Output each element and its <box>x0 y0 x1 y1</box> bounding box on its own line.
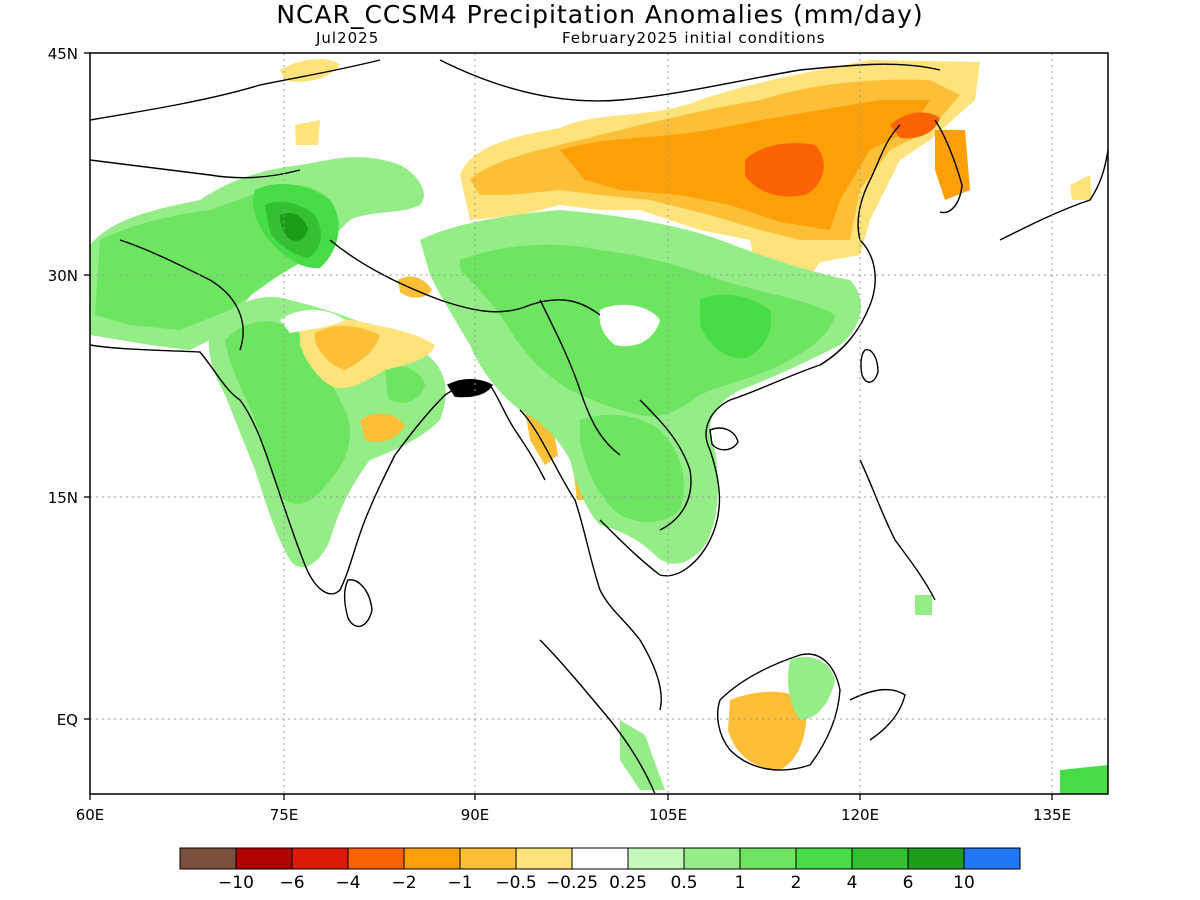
wet-anomaly-india-east <box>385 366 425 403</box>
border-pakistan-india <box>119 239 244 351</box>
colorbar-label: 0.5 <box>670 873 697 893</box>
dry-anomaly-korea-core <box>890 112 940 139</box>
colorbar-swatch <box>739 847 797 870</box>
coast-philippines <box>859 459 936 601</box>
anomaly-field <box>90 58 1108 794</box>
coast-japan <box>999 149 1108 241</box>
coast-taiwan <box>860 349 879 383</box>
dry-anomaly-japan <box>1070 175 1092 200</box>
lon-label-90e: 90E <box>461 806 490 824</box>
coast-korea <box>934 119 963 214</box>
tick-marks <box>84 52 1053 800</box>
coast-hainan <box>709 427 739 451</box>
border-china-north <box>90 59 381 121</box>
colorbar-swatch <box>907 847 965 870</box>
colorbar-label: 4 <box>847 873 858 893</box>
wet-anomaly-philippines <box>915 595 932 615</box>
neutral-tibet <box>280 309 345 333</box>
colorbar-swatch <box>347 847 405 870</box>
lat-label-15n: 15N <box>48 489 78 507</box>
coast-sumatra <box>539 639 656 794</box>
coastlines <box>90 59 1108 794</box>
map-frame <box>89 52 1109 795</box>
border-mongolia <box>439 59 941 102</box>
colorbar-swatch <box>291 847 349 870</box>
colorbar-swatch <box>795 847 853 870</box>
wet-anomaly-sumatra <box>620 720 665 790</box>
colorbar-label: −0.5 <box>495 873 536 893</box>
dry-anomaly-korea <box>935 130 970 200</box>
colorbar-label: −1 <box>447 873 472 893</box>
colorbar-swatch <box>963 847 1021 870</box>
map-title: NCAR_CCSM4 Precipitation Anomalies (mm/d… <box>276 0 924 29</box>
colorbar-swatch <box>683 847 741 870</box>
dry-anomaly-west2 <box>295 120 320 145</box>
colorbar-label: −6 <box>279 873 304 893</box>
lon-label-135e: 135E <box>1033 806 1071 824</box>
wet-anomaly-new-guinea <box>1060 765 1108 794</box>
colorbar-label: 2 <box>791 873 802 893</box>
colorbar-label: −0.25 <box>546 873 598 893</box>
coast-myanmar-thai <box>519 409 662 711</box>
border-central-asia <box>90 159 301 179</box>
border-myanmar-china <box>539 299 621 456</box>
lat-label-eq: EQ <box>57 711 78 729</box>
coast-srilanka <box>343 579 373 628</box>
wet-anomaly-borneo <box>788 656 835 720</box>
colorbar-swatch <box>403 847 461 870</box>
colorbar-label: 1 <box>735 873 746 893</box>
lon-label-120e: 120E <box>841 806 879 824</box>
bangladesh-delta <box>446 379 493 398</box>
coast-borneo <box>717 653 841 771</box>
neutral-sw-china <box>599 304 660 347</box>
lat-label-45n: 45N <box>48 45 78 63</box>
colorbar-label: 6 <box>903 873 914 893</box>
wet-anomaly-kashmir-core <box>279 213 308 241</box>
colorbar-swatch <box>179 847 237 870</box>
dry-anomaly-central-india-mod <box>315 326 380 370</box>
colorbar-swatch <box>851 847 909 870</box>
colorbar: −10 −6 −4 −2 −1 −0.5 −0.25 0.25 0.5 1 2 4 6 10 <box>179 847 1021 893</box>
lon-label-75e: 75E <box>270 806 299 824</box>
colorbar-swatch <box>515 847 573 870</box>
coast-indochina <box>599 124 901 577</box>
border-himalaya <box>329 239 601 316</box>
colorbar-label: 10 <box>953 873 975 893</box>
colorbar-swatch <box>235 847 293 870</box>
colorbar-swatch <box>459 847 517 870</box>
dry-anomaly-nepal <box>398 276 432 298</box>
forecast-month: Jul2025 <box>316 29 380 47</box>
colorbar-label: −2 <box>391 873 416 893</box>
border-laos-vietnam <box>639 399 692 531</box>
initial-conditions: February2025 initial conditions <box>562 29 826 47</box>
dry-anomaly-borneo <box>728 691 807 770</box>
dry-anomaly-north-china-core <box>745 143 824 197</box>
colorbar-label: −4 <box>335 873 360 893</box>
colorbar-swatch <box>627 847 685 870</box>
lon-label-105e: 105E <box>649 806 687 824</box>
dry-anomaly-west <box>280 58 340 82</box>
dry-anomaly-india-east-coast <box>360 413 405 442</box>
graticule <box>90 53 1108 794</box>
coast-sulawesi <box>849 688 906 741</box>
lon-label-60e: 60E <box>76 806 105 824</box>
colorbar-label: 0.25 <box>609 873 647 893</box>
wet-anomaly-s-china-core <box>700 294 772 359</box>
colorbar-label: −10 <box>218 873 254 893</box>
lat-label-30n: 30N <box>48 267 78 285</box>
colorbar-swatch <box>571 847 629 870</box>
